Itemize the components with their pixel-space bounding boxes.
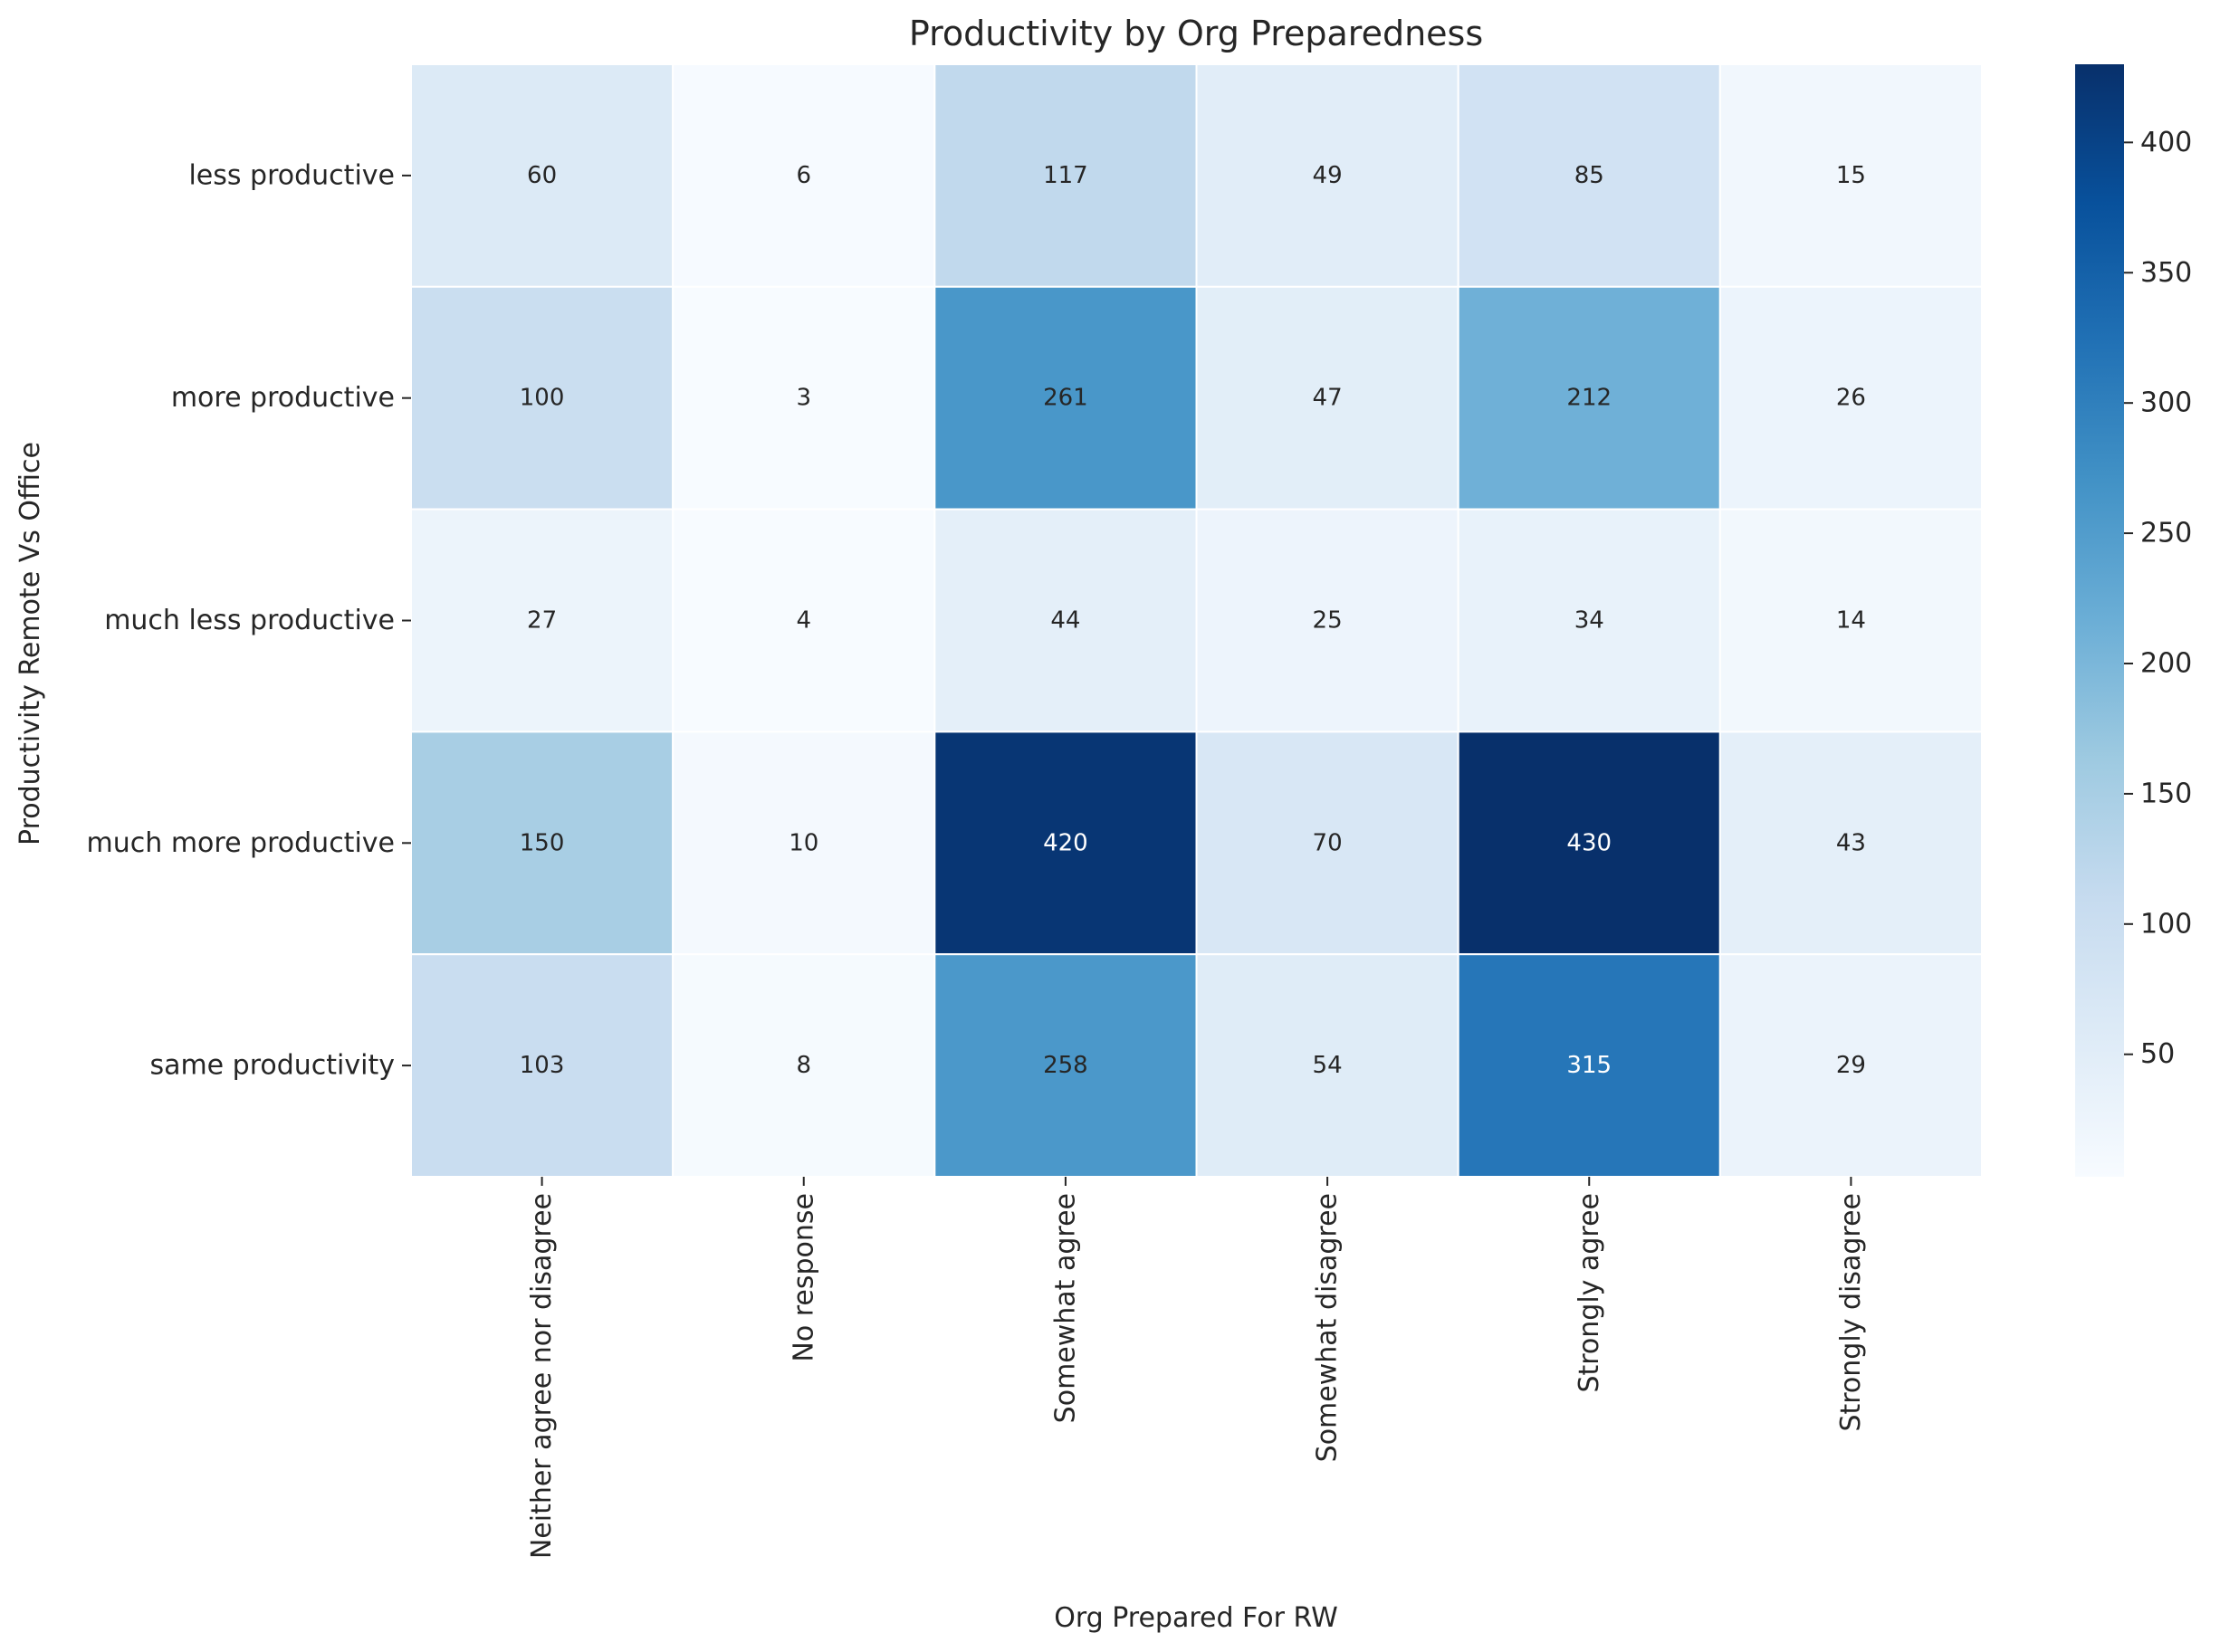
x-axis-ticks: Neither agree nor disagree No response Som… <box>526 1177 1867 1559</box>
cell-value-label: 26 <box>1836 385 1866 412</box>
x-axis-label: Org Prepared For RW <box>1054 1602 1338 1634</box>
colorbar-tick-label: 150 <box>2140 778 2192 809</box>
colorbar-tick-label: 200 <box>2140 647 2192 679</box>
colorbar-ticks: 50 100 150 200 250 300 350 400 <box>2124 127 2192 1070</box>
cell-value-label: 34 <box>1574 607 1604 635</box>
cell-value-label: 29 <box>1836 1052 1866 1079</box>
heatmap-cell-much-less-productive-strongly-disagree <box>1718 508 1984 733</box>
cell-value-label: 103 <box>520 1052 565 1079</box>
heatmap-cell-much-less-productive-strongly-agree <box>1457 508 1721 733</box>
cell-value-label: 14 <box>1836 607 1866 635</box>
heatmap-cell-much-less-productive-neither-agree-nor-disagree <box>410 508 675 733</box>
cell-value-label: 150 <box>520 829 565 856</box>
heatmap-cell-same-productivity-neither-agree-nor-disagree <box>410 953 675 1178</box>
heatmap-cell-same-productivity-somewhat-disagree <box>1195 953 1459 1178</box>
heatmap-cell-much-more-productive-no-response <box>672 731 936 956</box>
y-tick-label: less productive <box>188 159 395 191</box>
colorbar-tick-label: 250 <box>2140 518 2192 549</box>
cell-value-label: 70 <box>1313 829 1343 856</box>
heatmap-cell-less-productive-strongly-agree <box>1457 63 1721 288</box>
heatmap-cell-much-less-productive-somewhat-disagree <box>1195 508 1459 733</box>
cell-value-label: 15 <box>1836 162 1866 189</box>
cell-value-label: 27 <box>527 607 557 635</box>
cell-value-label: 60 <box>527 162 557 189</box>
colorbar-tick-label: 300 <box>2140 387 2192 419</box>
x-tick-label: Strongly disagree <box>1835 1193 1867 1432</box>
heatmap-cell-more-productive-strongly-disagree <box>1718 285 1984 511</box>
x-tick-label: Strongly agree <box>1574 1193 1605 1393</box>
cell-value-label: 420 <box>1043 829 1088 856</box>
heatmap-cell-much-more-productive-strongly-agree <box>1457 731 1721 956</box>
heatmap-cell-much-more-productive-somewhat-disagree <box>1195 731 1459 956</box>
heatmap-cell-same-productivity-somewhat-agree <box>933 953 1198 1178</box>
cell-value-label: 6 <box>796 162 811 189</box>
y-tick-label: much less productive <box>104 605 395 636</box>
cell-value-label: 315 <box>1566 1052 1612 1079</box>
heatmap-cell-much-more-productive-somewhat-agree <box>933 731 1198 956</box>
cell-value-label: 430 <box>1566 829 1612 856</box>
chart-title: Productivity by Org Preparedness <box>909 14 1483 53</box>
heatmap-cell-less-productive-neither-agree-nor-disagree <box>410 63 675 288</box>
colorbar <box>2075 64 2124 1177</box>
heatmap-cell-much-less-productive-no-response <box>672 508 936 733</box>
heatmap-cell-much-more-productive-strongly-disagree <box>1718 731 1984 956</box>
y-tick-label: much more productive <box>87 827 395 859</box>
y-axis-ticks: less productive more productive much less … <box>87 159 411 1082</box>
cell-value-label: 117 <box>1043 162 1088 189</box>
heatmap-cell-same-productivity-strongly-agree <box>1457 953 1721 1178</box>
cell-value-label: 3 <box>796 385 811 412</box>
colorbar-tick-label: 350 <box>2140 257 2192 289</box>
y-tick-label: more productive <box>171 382 395 414</box>
heatmap-cell-less-productive-strongly-disagree <box>1718 63 1984 288</box>
cell-value-label: 10 <box>789 829 818 856</box>
colorbar-tick-label: 100 <box>2140 908 2192 940</box>
cell-value-label: 258 <box>1043 1052 1088 1079</box>
heatmap-cell-same-productivity-strongly-disagree <box>1718 953 1984 1178</box>
heatmap-cell-much-less-productive-somewhat-agree <box>933 508 1198 733</box>
x-tick-label: No response <box>788 1193 819 1362</box>
cell-value-label: 261 <box>1043 385 1088 412</box>
cell-value-label: 49 <box>1313 162 1343 189</box>
heatmap-cell-less-productive-somewhat-disagree <box>1195 63 1459 288</box>
cell-value-label: 100 <box>520 385 565 412</box>
x-tick-label: Somewhat disagree <box>1312 1193 1344 1462</box>
y-axis-label: Productivity Remote Vs Office <box>14 442 46 845</box>
cell-value-label: 8 <box>796 1052 811 1079</box>
heatmap-cell-more-productive-somewhat-disagree <box>1195 285 1459 511</box>
cell-value-label: 54 <box>1313 1052 1343 1079</box>
heatmap-cell-less-productive-no-response <box>672 63 936 288</box>
heatmap-cell-much-more-productive-neither-agree-nor-disagree <box>410 731 675 956</box>
cell-value-label: 25 <box>1313 607 1343 635</box>
cell-value-label: 85 <box>1574 162 1604 189</box>
colorbar-tick-label: 400 <box>2140 127 2192 158</box>
x-tick-label: Neither agree nor disagree <box>526 1193 558 1559</box>
cell-value-label: 212 <box>1566 385 1612 412</box>
y-tick-label: same productivity <box>149 1050 395 1082</box>
cell-value-label: 47 <box>1313 385 1343 412</box>
cell-value-label: 43 <box>1836 829 1866 856</box>
cell-value-label: 4 <box>796 607 811 635</box>
colorbar-tick-label: 50 <box>2140 1038 2175 1070</box>
x-tick-label: Somewhat agree <box>1049 1193 1081 1423</box>
heatmap-cell-more-productive-no-response <box>672 285 936 511</box>
heatmap-cell-less-productive-somewhat-agree <box>933 63 1198 288</box>
cell-value-label: 44 <box>1050 607 1080 635</box>
